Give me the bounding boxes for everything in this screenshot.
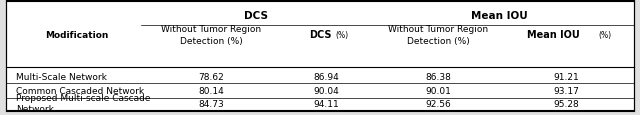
Text: Mean IOU: Mean IOU — [471, 11, 527, 21]
Text: 91.21: 91.21 — [554, 72, 579, 81]
Text: DCS: DCS — [308, 30, 332, 40]
Text: Modification: Modification — [45, 31, 109, 40]
Text: 90.04: 90.04 — [314, 87, 339, 95]
Text: Multi-Scale Network: Multi-Scale Network — [16, 72, 107, 81]
Text: 78.62: 78.62 — [198, 72, 224, 81]
Text: (%): (%) — [336, 31, 349, 40]
Text: 90.01: 90.01 — [426, 87, 451, 95]
Text: Without Tumor Region
Detection (%): Without Tumor Region Detection (%) — [388, 25, 488, 45]
FancyBboxPatch shape — [6, 1, 634, 111]
Text: 86.94: 86.94 — [314, 72, 339, 81]
Text: 95.28: 95.28 — [554, 99, 579, 108]
Text: 92.56: 92.56 — [426, 99, 451, 108]
Text: 93.17: 93.17 — [554, 87, 579, 95]
Text: Proposed Multi-scale Cascade
Network: Proposed Multi-scale Cascade Network — [16, 93, 150, 113]
Text: Mean IOU: Mean IOU — [527, 30, 580, 40]
Text: 84.73: 84.73 — [198, 99, 224, 108]
Text: Common Cascaded Network: Common Cascaded Network — [16, 87, 144, 95]
Text: Without Tumor Region
Detection (%): Without Tumor Region Detection (%) — [161, 25, 261, 45]
Text: 86.38: 86.38 — [426, 72, 451, 81]
Text: 94.11: 94.11 — [314, 99, 339, 108]
Text: 80.14: 80.14 — [198, 87, 224, 95]
Text: DCS: DCS — [244, 11, 268, 21]
Text: (%): (%) — [598, 31, 611, 40]
